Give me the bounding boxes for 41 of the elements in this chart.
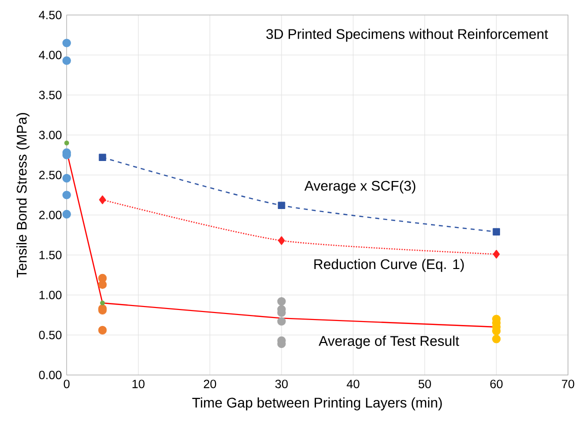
point — [62, 38, 71, 48]
point — [278, 202, 286, 210]
x-tick-label: 50 — [418, 380, 431, 388]
point — [62, 174, 71, 182]
point — [492, 228, 500, 236]
point — [277, 317, 286, 326]
y-tick-label: 4.00 — [38, 50, 62, 60]
point — [492, 250, 500, 259]
y-tick-label: 4.50 — [38, 10, 62, 20]
series-label: Average of Test Result — [318, 336, 460, 349]
point — [64, 140, 70, 146]
y-axis-title: Tensile Bond Stress (MPa) — [16, 113, 30, 278]
series-label: Reduction Curve (Eq. 1) — [314, 258, 464, 272]
y-tick-label: 0.50 — [39, 330, 62, 340]
point — [62, 210, 71, 218]
point — [98, 326, 107, 334]
x-axis-title: Time Gap between Printing Layers (min) — [192, 397, 442, 410]
point — [62, 56, 71, 65]
x-tick-label: 40 — [346, 380, 360, 388]
y-tick-label: 3.00 — [39, 130, 62, 140]
x-tick-label: 0 — [64, 380, 70, 388]
y-tick-label: 1.00 — [40, 290, 62, 300]
point — [98, 154, 106, 162]
x-tick-label: 60 — [490, 380, 503, 388]
x-tick-label: 70 — [562, 380, 574, 388]
y-tick-label: 0.00 — [39, 370, 62, 380]
point — [492, 334, 501, 344]
y-tick-label: 1.50 — [40, 250, 62, 260]
y-tick-label: 2.50 — [39, 170, 62, 180]
y-tick-label: 3.50 — [39, 90, 62, 100]
y-tick-label: 2.00 — [39, 210, 62, 220]
point — [62, 190, 71, 200]
series-label: Average x SCF(3) — [304, 180, 416, 194]
x-tick-label: 30 — [275, 380, 288, 388]
x-tick-label: 20 — [204, 380, 216, 388]
point — [100, 300, 105, 306]
point — [277, 297, 286, 306]
x-tick-label: 10 — [132, 380, 144, 388]
point — [99, 195, 106, 204]
point — [278, 236, 285, 245]
text: 3D Printed Specimens without Reinforcement — [266, 28, 548, 42]
